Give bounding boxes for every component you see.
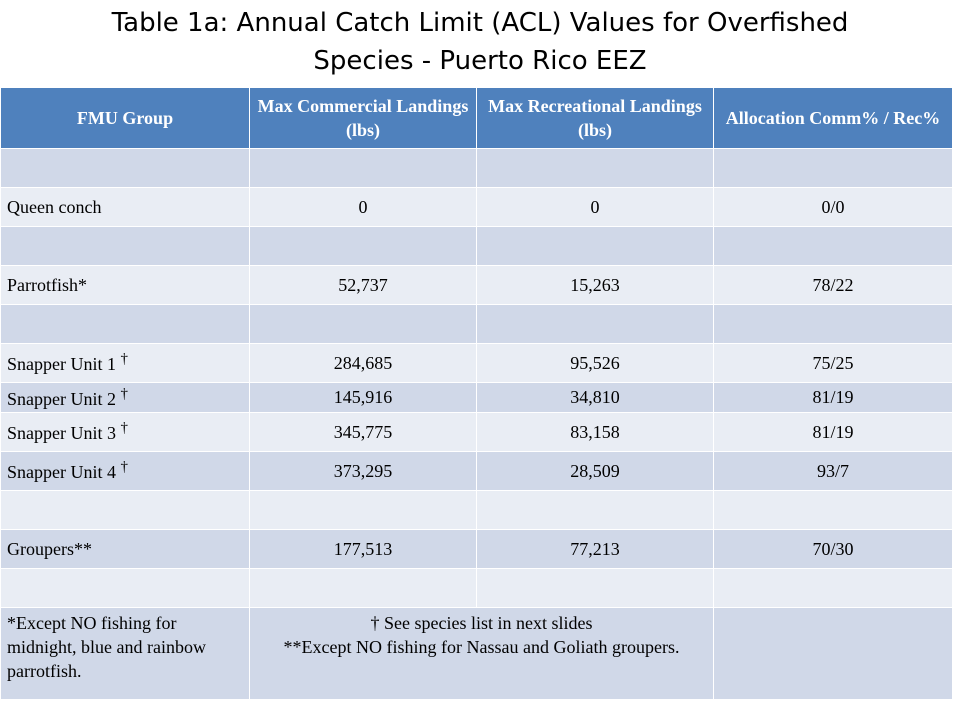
table-row bbox=[0, 568, 953, 608]
footnote-parrotfish: *Except NO fishing for midnight, blue an… bbox=[0, 607, 250, 700]
footnote-groupers: **Except NO fishing for Nassau and Golia… bbox=[283, 637, 680, 657]
table-row: Snapper Unit 1 † 284,685 95,526 75/25 bbox=[0, 343, 953, 383]
cell-allocation: 81/19 bbox=[713, 412, 953, 452]
table-row bbox=[0, 148, 953, 188]
cell-group: Groupers** bbox=[0, 529, 250, 569]
cell-group: Snapper Unit 4 † bbox=[0, 451, 250, 491]
cell-recreational bbox=[476, 490, 714, 530]
footnote-empty-cell bbox=[713, 607, 953, 700]
table-row bbox=[0, 490, 953, 530]
cell-allocation bbox=[713, 568, 953, 608]
header-fmu-group: FMU Group bbox=[0, 87, 250, 149]
cell-group: Snapper Unit 1 † bbox=[0, 343, 250, 383]
cell-allocation: 75/25 bbox=[713, 343, 953, 383]
cell-allocation bbox=[713, 226, 953, 266]
cell-allocation bbox=[713, 304, 953, 344]
table-row: Snapper Unit 2 † 145,916 34,810 81/19 bbox=[0, 382, 953, 413]
table-row: Snapper Unit 3 † 345,775 83,158 81/19 bbox=[0, 412, 953, 452]
cell-allocation: 93/7 bbox=[713, 451, 953, 491]
cell-commercial bbox=[249, 148, 477, 188]
title-line-1: Table 1a: Annual Catch Limit (ACL) Value… bbox=[111, 8, 849, 38]
footnote-species-list: † See species list in next slides bbox=[370, 613, 593, 633]
cell-commercial: 345,775 bbox=[249, 412, 477, 452]
slide-title: Table 1a: Annual Catch Limit (ACL) Value… bbox=[0, 4, 960, 80]
cell-recreational: 83,158 bbox=[476, 412, 714, 452]
cell-group: Snapper Unit 2 † bbox=[0, 382, 250, 413]
cell-commercial bbox=[249, 490, 477, 530]
cell-group bbox=[0, 568, 250, 608]
table-row: Queen conch 0 0 0/0 bbox=[0, 187, 953, 227]
header-row: FMU Group Max Commercial Landings (lbs) … bbox=[0, 87, 953, 149]
cell-group: Snapper Unit 3 † bbox=[0, 412, 250, 452]
cell-allocation bbox=[713, 148, 953, 188]
cell-recreational: 95,526 bbox=[476, 343, 714, 383]
group-name: Snapper Unit 2 bbox=[7, 388, 116, 409]
cell-group bbox=[0, 490, 250, 530]
cell-recreational bbox=[476, 568, 714, 608]
cell-recreational: 77,213 bbox=[476, 529, 714, 569]
cell-group bbox=[0, 304, 250, 344]
cell-allocation: 0/0 bbox=[713, 187, 953, 227]
cell-commercial bbox=[249, 304, 477, 344]
cell-recreational: 0 bbox=[476, 187, 714, 227]
cell-commercial: 177,513 bbox=[249, 529, 477, 569]
table-row: Snapper Unit 4 † 373,295 28,509 93/7 bbox=[0, 451, 953, 491]
header-max-commercial: Max Commercial Landings (lbs) bbox=[249, 87, 477, 149]
cell-group: Queen conch bbox=[0, 187, 250, 227]
group-name: Snapper Unit 1 bbox=[7, 354, 116, 374]
cell-allocation bbox=[713, 490, 953, 530]
cell-commercial: 373,295 bbox=[249, 451, 477, 491]
cell-allocation: 70/30 bbox=[713, 529, 953, 569]
cell-recreational bbox=[476, 226, 714, 266]
dagger-mark: † bbox=[120, 420, 128, 436]
table-row: Groupers** 177,513 77,213 70/30 bbox=[0, 529, 953, 569]
cell-allocation: 81/19 bbox=[713, 382, 953, 413]
cell-commercial: 145,916 bbox=[249, 382, 477, 413]
cell-allocation: 78/22 bbox=[713, 265, 953, 305]
cell-recreational bbox=[476, 148, 714, 188]
header-max-recreational: Max Recreational Landings (lbs) bbox=[476, 87, 714, 149]
acl-table: FMU Group Max Commercial Landings (lbs) … bbox=[0, 87, 953, 700]
cell-commercial bbox=[249, 568, 477, 608]
footnote-center: † See species list in next slides **Exce… bbox=[249, 607, 714, 700]
cell-recreational: 28,509 bbox=[476, 451, 714, 491]
cell-commercial bbox=[249, 226, 477, 266]
cell-commercial: 284,685 bbox=[249, 343, 477, 383]
title-line-2: Species - Puerto Rico EEZ bbox=[313, 46, 647, 76]
dagger-mark: † bbox=[120, 351, 128, 367]
cell-recreational: 15,263 bbox=[476, 265, 714, 305]
table-row: Parrotfish* 52,737 15,263 78/22 bbox=[0, 265, 953, 305]
group-name: Snapper Unit 3 bbox=[7, 423, 116, 443]
header-allocation: Allocation Comm% / Rec% bbox=[713, 87, 953, 149]
group-name: Snapper Unit 4 bbox=[7, 462, 116, 482]
cell-group bbox=[0, 148, 250, 188]
cell-group bbox=[0, 226, 250, 266]
table-row bbox=[0, 226, 953, 266]
dagger-mark: † bbox=[120, 459, 128, 475]
cell-commercial: 0 bbox=[249, 187, 477, 227]
cell-group: Parrotfish* bbox=[0, 265, 250, 305]
cell-recreational: 34,810 bbox=[476, 382, 714, 413]
dagger-mark: † bbox=[120, 385, 128, 402]
table-row bbox=[0, 304, 953, 344]
cell-recreational bbox=[476, 304, 714, 344]
footnote-row: *Except NO fishing for midnight, blue an… bbox=[0, 607, 953, 700]
cell-commercial: 52,737 bbox=[249, 265, 477, 305]
